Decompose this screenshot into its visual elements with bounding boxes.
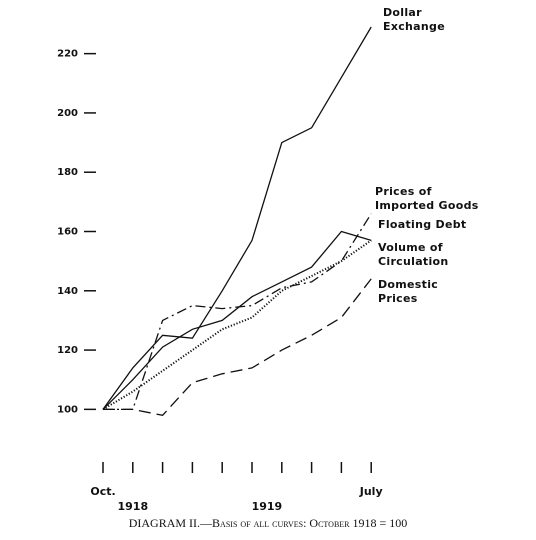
y-tick-label: 180 — [57, 167, 78, 178]
year-label: 1919 — [252, 500, 283, 513]
x-tick-label: July — [359, 485, 383, 498]
y-tick-label: 140 — [57, 286, 78, 297]
y-tick-label: 100 — [57, 404, 78, 415]
y-tick-label: 220 — [57, 49, 78, 60]
caption: DIAGRAM II.—Basis of all curves: October… — [128, 516, 408, 530]
series-line — [102, 230, 372, 410]
y-tick-label: 160 — [57, 227, 78, 238]
legend-label: Floating Debt — [378, 218, 467, 231]
y-tick-label: 120 — [57, 345, 78, 356]
legend-label: Dollar Exchange — [383, 6, 445, 33]
series-line — [103, 213, 372, 411]
legend-label: Prices of Imported Goods — [375, 185, 479, 212]
series-line — [103, 278, 372, 417]
series-line — [102, 26, 372, 410]
legend-label: Domestic Prices — [378, 278, 439, 305]
y-tick-label: 200 — [57, 108, 78, 119]
year-label: 1918 — [117, 500, 148, 513]
legend-label: Volume of Circulation — [378, 241, 449, 268]
x-tick-label: Oct. — [90, 485, 115, 498]
series-line — [102, 239, 372, 411]
